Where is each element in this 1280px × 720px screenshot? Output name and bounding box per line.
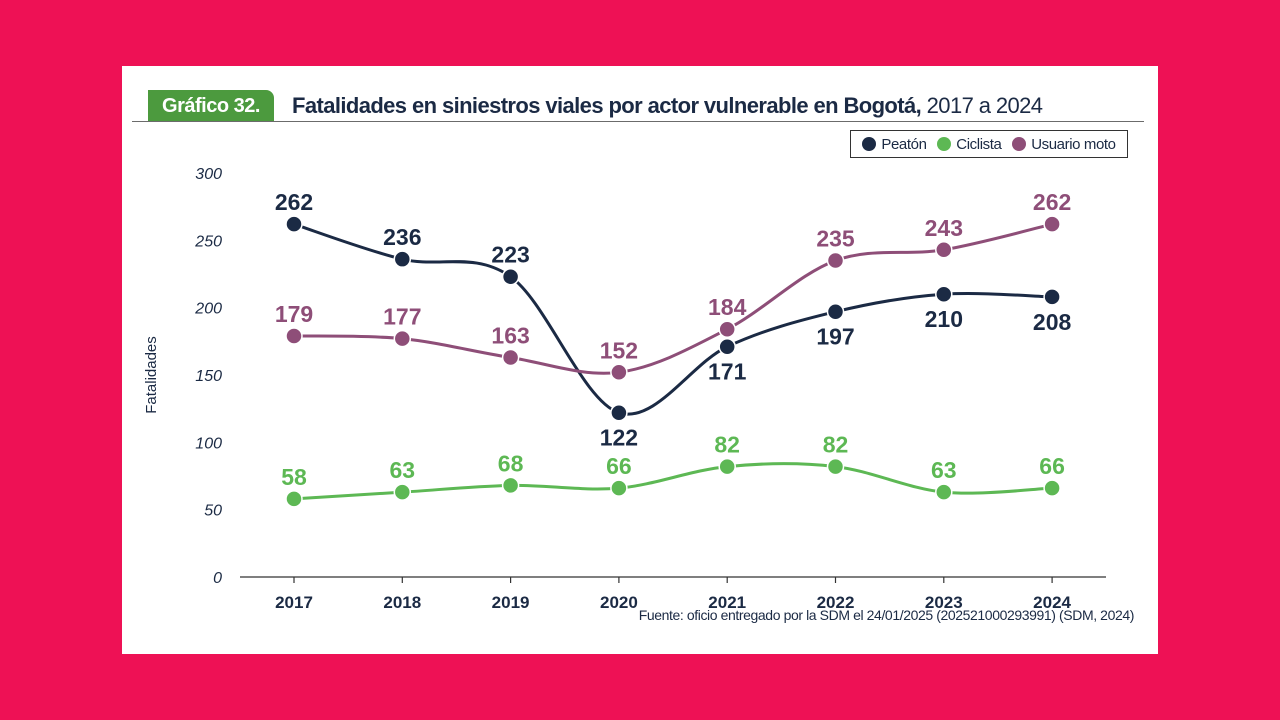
data-point bbox=[285, 215, 303, 233]
data-point bbox=[718, 457, 736, 476]
x-tick-label: 2019 bbox=[492, 593, 530, 612]
data-label: 82 bbox=[823, 432, 849, 458]
data-label: 236 bbox=[383, 224, 421, 250]
data-label: 63 bbox=[390, 457, 416, 483]
legend-label: Ciclista bbox=[956, 135, 1002, 153]
data-label: 66 bbox=[606, 453, 632, 479]
data-label: 163 bbox=[491, 322, 529, 348]
source-note: Fuente: oficio entregado por la SDM el 2… bbox=[638, 607, 1135, 623]
x-tick-label: 2021 bbox=[708, 593, 746, 612]
data-label: 184 bbox=[708, 294, 747, 320]
y-axis: 0 50 100 150 200 250 300 Fatalidades bbox=[143, 166, 222, 587]
legend-item-peaton: Peatón bbox=[862, 135, 927, 153]
y-tick-label: 100 bbox=[195, 435, 222, 452]
series-ciclista: 58 63 68 66 82 82 63 66 bbox=[281, 432, 1065, 508]
legend-dot-icon bbox=[937, 137, 952, 151]
legend-dot-icon bbox=[862, 137, 877, 151]
data-label: 122 bbox=[600, 425, 638, 451]
data-point bbox=[935, 285, 953, 303]
title-divider bbox=[132, 121, 1144, 122]
data-point bbox=[610, 403, 628, 422]
data-point bbox=[501, 348, 520, 367]
data-point bbox=[501, 267, 520, 286]
data-point bbox=[393, 250, 412, 268]
data-point bbox=[935, 241, 953, 259]
data-label: 235 bbox=[816, 226, 855, 252]
chart-card: Gráfico 32. Fatalidades en siniestros vi… bbox=[122, 66, 1158, 654]
data-label: 152 bbox=[600, 337, 638, 363]
data-label: 68 bbox=[498, 450, 524, 476]
data-point bbox=[1043, 215, 1061, 233]
chart-title: Fatalidades en siniestros viales por act… bbox=[292, 93, 1043, 119]
chart-legend: Peatón Ciclista Usuario moto bbox=[850, 130, 1128, 158]
data-label: 63 bbox=[931, 457, 957, 483]
data-point bbox=[285, 327, 303, 345]
y-tick-label: 300 bbox=[195, 166, 222, 183]
series-line bbox=[293, 222, 1053, 375]
legend-item-ciclista: Ciclista bbox=[937, 135, 1002, 153]
data-point bbox=[935, 483, 953, 501]
data-label: 210 bbox=[925, 306, 963, 332]
data-label: 208 bbox=[1033, 309, 1072, 335]
data-label: 197 bbox=[816, 324, 854, 350]
legend-item-moto: Usuario moto bbox=[1012, 135, 1116, 153]
series-group: 262 236 223 122 171 197 210 208 58 63 68 66 82 82 63 66… bbox=[275, 189, 1072, 508]
y-tick-label: 50 bbox=[204, 503, 222, 520]
figure-number-badge: Gráfico 32. bbox=[148, 90, 274, 122]
x-tick-label: 2017 bbox=[275, 593, 313, 612]
data-label: 179 bbox=[275, 301, 313, 327]
chart-title-years: 2017 a 2024 bbox=[921, 93, 1043, 118]
data-point bbox=[1043, 479, 1061, 497]
data-label: 82 bbox=[714, 432, 740, 458]
data-point bbox=[718, 337, 736, 356]
data-point bbox=[1043, 288, 1061, 306]
data-label: 58 bbox=[281, 464, 307, 490]
legend-label: Usuario moto bbox=[1031, 135, 1116, 153]
data-point bbox=[285, 490, 303, 508]
x-tick-label: 2018 bbox=[383, 593, 421, 612]
y-tick-label: 200 bbox=[194, 301, 222, 318]
data-label: 171 bbox=[708, 359, 747, 385]
data-label: 66 bbox=[1039, 453, 1065, 479]
series-line bbox=[293, 462, 1053, 501]
data-point bbox=[610, 363, 628, 382]
data-label: 243 bbox=[925, 215, 963, 241]
data-point bbox=[393, 483, 412, 501]
data-label: 223 bbox=[491, 242, 529, 268]
legend-dot-icon bbox=[1012, 137, 1027, 151]
data-point bbox=[501, 476, 520, 495]
data-point bbox=[826, 251, 845, 270]
y-tick-label: 150 bbox=[195, 368, 222, 385]
legend-label: Peatón bbox=[881, 135, 927, 153]
x-tick-label: 2022 bbox=[817, 593, 855, 612]
data-point bbox=[718, 320, 736, 338]
x-tick-label: 2023 bbox=[925, 593, 963, 612]
y-tick-label: 250 bbox=[194, 233, 222, 250]
data-point bbox=[610, 479, 628, 497]
data-point bbox=[826, 457, 845, 476]
data-label: 262 bbox=[275, 189, 313, 215]
data-point bbox=[393, 329, 412, 348]
x-axis: 2017 2018 2019 2020 2021 2022 2023 2024 bbox=[240, 576, 1106, 612]
data-label: 262 bbox=[1033, 189, 1071, 215]
data-label: 177 bbox=[383, 304, 421, 330]
data-point bbox=[826, 302, 845, 321]
x-tick-label: 2020 bbox=[600, 593, 638, 612]
chart-title-main: Fatalidades en siniestros viales por act… bbox=[292, 93, 922, 118]
y-tick-label: 0 bbox=[213, 570, 222, 587]
x-tick-label: 2024 bbox=[1033, 593, 1071, 612]
series-line bbox=[293, 222, 1053, 416]
series-usuario-moto: 179 177 163 152 184 235 243 262 bbox=[275, 189, 1071, 382]
series-peat-n: 262 236 223 122 171 197 210 208 bbox=[275, 189, 1072, 451]
y-axis-label: Fatalidades bbox=[143, 336, 160, 414]
